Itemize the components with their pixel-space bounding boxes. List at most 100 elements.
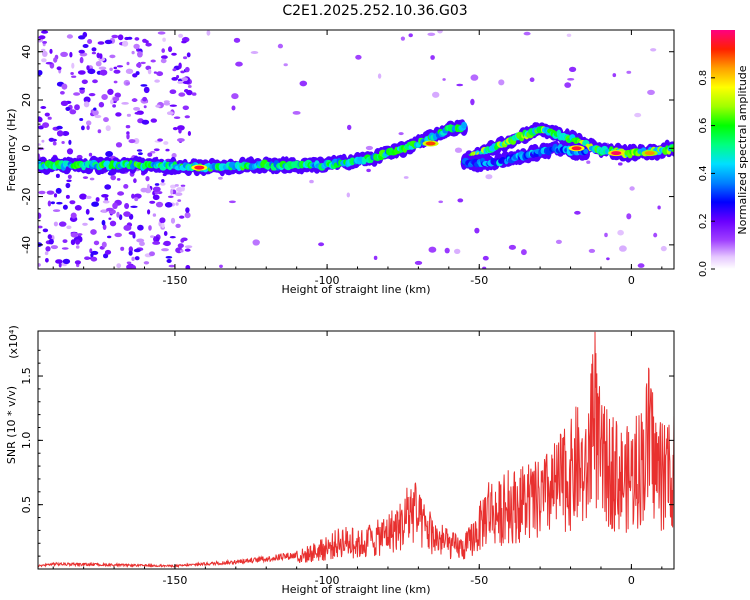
noise-blob xyxy=(427,32,436,36)
noise-blob xyxy=(185,265,191,269)
snr-panel: -150 -100 -50 0 0.5 1.0 1.5 Height of straigh… xyxy=(5,325,675,596)
noise-blob xyxy=(170,217,176,224)
noise-blob xyxy=(60,91,65,95)
noise-blob xyxy=(346,192,350,198)
noise-blob xyxy=(175,223,181,228)
noise-blob xyxy=(104,184,112,190)
noise-blob xyxy=(89,177,95,181)
noise-blob xyxy=(107,235,112,239)
noise-blob xyxy=(143,105,147,109)
noise-blob xyxy=(171,153,177,158)
noise-blob xyxy=(116,211,120,218)
noise-blob xyxy=(250,51,259,54)
noise-blob xyxy=(67,174,72,179)
noise-blob xyxy=(629,186,635,191)
noise-blob xyxy=(56,201,63,205)
noise-blob xyxy=(606,257,610,261)
noise-blob xyxy=(141,119,150,125)
noise-blob xyxy=(157,138,164,142)
noise-blob xyxy=(62,258,71,264)
noise-blob xyxy=(634,112,642,118)
noise-blob xyxy=(163,101,171,106)
noise-blob xyxy=(181,40,187,44)
noise-blob xyxy=(110,175,116,181)
noise-blob xyxy=(126,61,130,66)
noise-blob xyxy=(56,130,64,137)
noise-blob xyxy=(231,93,239,100)
noise-blob xyxy=(161,55,168,59)
noise-blob xyxy=(45,61,53,65)
noise-blob xyxy=(456,83,464,87)
noise-blob xyxy=(55,173,60,178)
noise-blob xyxy=(112,104,116,108)
hotspot xyxy=(425,141,436,146)
colorbar-label: Normalized spectral amplitude xyxy=(736,65,749,234)
noise-blob xyxy=(131,256,135,261)
noise-blob xyxy=(181,186,185,192)
noise-blob xyxy=(318,242,325,247)
noise-blob xyxy=(38,70,43,76)
noise-blob xyxy=(84,256,91,261)
noise-blob xyxy=(377,73,382,79)
noise-blob xyxy=(152,186,161,192)
noise-blob xyxy=(588,248,596,253)
noise-blob xyxy=(134,197,139,202)
hotspot xyxy=(644,151,655,156)
noise-blob xyxy=(60,100,69,107)
noise-blob xyxy=(184,66,190,73)
noise-blob xyxy=(96,52,101,59)
noise-blob xyxy=(206,30,211,36)
noise-blob xyxy=(184,245,193,249)
noise-blob xyxy=(66,179,72,183)
noise-blob xyxy=(126,264,134,269)
noise-blob xyxy=(650,48,657,52)
noise-blob xyxy=(107,88,114,95)
noise-blob xyxy=(172,127,178,131)
noise-blob xyxy=(50,201,56,205)
noise-blob xyxy=(70,72,74,75)
x-tick-label: 0 xyxy=(628,574,635,587)
noise-blob xyxy=(109,67,113,72)
y-tick-label: -40 xyxy=(20,236,33,254)
noise-blob xyxy=(408,33,413,38)
noise-blob xyxy=(150,235,155,238)
noise-blob xyxy=(77,233,83,236)
x-tick-label: -100 xyxy=(315,574,340,587)
noise-blob xyxy=(109,220,117,227)
noise-blob xyxy=(73,92,81,96)
noise-blob xyxy=(180,70,185,74)
noise-blob xyxy=(184,248,191,252)
noise-blob xyxy=(62,131,70,136)
noise-blob xyxy=(46,190,55,195)
noise-blob xyxy=(612,73,617,78)
noise-blob xyxy=(133,248,141,253)
noise-blob xyxy=(61,141,65,144)
noise-blob xyxy=(159,217,166,224)
noise-blob xyxy=(88,152,93,157)
heatmap-x-ticks: -150 -100 -50 0 xyxy=(52,30,663,287)
heatmap-x-axis-label: Height of straight line (km) xyxy=(281,283,430,296)
noise-blob xyxy=(218,176,223,180)
noise-blob xyxy=(178,92,186,97)
noise-blob xyxy=(167,111,174,115)
snr-y-axis-label: SNR (10 * v/v) xyxy=(5,386,18,464)
noise-blob xyxy=(161,179,165,183)
noise-blob xyxy=(65,182,71,189)
noise-blob xyxy=(235,61,243,67)
noise-blob xyxy=(61,83,68,90)
noise-blob xyxy=(133,43,140,50)
noise-blob xyxy=(177,243,184,249)
noise-blob xyxy=(38,190,46,195)
snr-y-ticks: 0.5 1.0 1.5 xyxy=(20,349,674,557)
noise-blob xyxy=(163,240,171,247)
noise-blob xyxy=(86,125,90,131)
noise-blob xyxy=(79,56,84,64)
noise-blob xyxy=(178,33,184,38)
ridge-core xyxy=(461,121,467,129)
noise-blob xyxy=(125,125,131,129)
snr-marks xyxy=(38,331,674,569)
noise-blob xyxy=(56,66,62,71)
noise-blob xyxy=(117,191,125,196)
noise-blob xyxy=(124,203,130,209)
noise-blob xyxy=(47,234,52,240)
